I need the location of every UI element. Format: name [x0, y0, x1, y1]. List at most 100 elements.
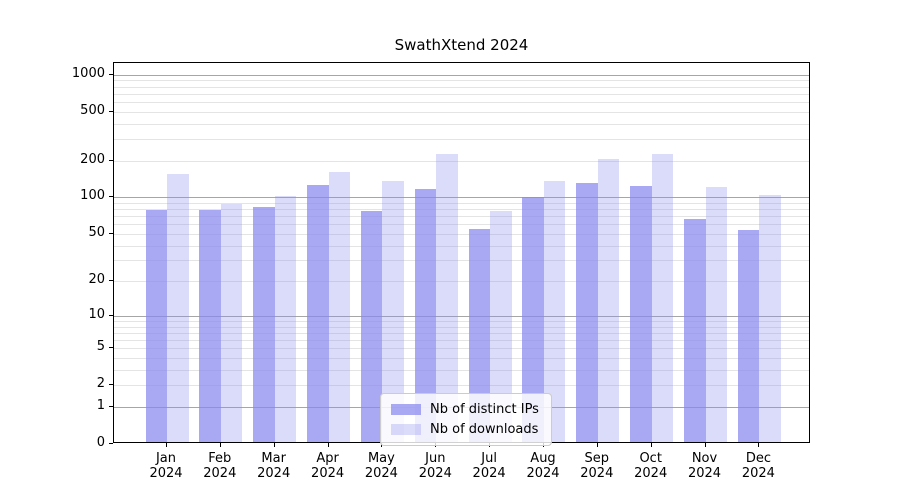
legend-swatch-downloads	[391, 423, 421, 435]
x-tick-month-nov: Nov	[691, 451, 718, 466]
gridline-minor-70	[114, 216, 809, 218]
x-tick-label-jan: Jan 2024	[134, 451, 198, 481]
x-tick-label-apr: Apr 2024	[296, 451, 360, 481]
x-tick-month-jul: Jul	[481, 451, 497, 466]
x-tick-year-nov: 2024	[687, 466, 722, 481]
bar-downloads-oct	[651, 154, 674, 442]
x-tick-label-mar: Mar 2024	[242, 451, 306, 481]
bar-distinct-ips-jan	[145, 209, 167, 442]
legend-item-downloads: Nb of downloads	[391, 419, 539, 439]
gridline-minor-50	[114, 233, 809, 235]
bar-downloads-mar	[274, 195, 297, 442]
gridline-minor-5	[114, 348, 809, 350]
x-tick-year-mar: 2024	[257, 466, 291, 481]
x-tick-year-oct: 2024	[634, 466, 668, 481]
x-tick-month-mar: Mar	[261, 451, 286, 466]
bar-downloads-aug	[543, 181, 566, 442]
x-tick-month-jun: Jun	[425, 451, 446, 466]
x-tick-label-sep: Sep 2024	[565, 451, 629, 481]
bar-distinct-ips-sep	[576, 183, 598, 442]
y-tick-mark-1	[109, 405, 113, 407]
gridline-minor-80	[114, 209, 809, 211]
y-tick-label-500: 500	[80, 102, 105, 118]
bar-distinct-ips-nov	[684, 218, 706, 442]
x-tick-month-jan: Jan	[155, 451, 177, 466]
gridline-minor-3	[114, 369, 809, 371]
bar-downloads-nov	[705, 187, 727, 442]
x-tick-label-dec: Dec 2024	[726, 451, 790, 481]
gridline-minor-800	[114, 86, 809, 88]
y-tick-mark-1000	[109, 73, 113, 75]
x-tick-year-sep: 2024	[580, 466, 614, 481]
gridline-major-100	[114, 197, 809, 199]
bar-downloads-jun	[436, 153, 458, 442]
gridline-minor-60	[114, 224, 809, 226]
gridline-minor-8	[114, 326, 809, 328]
x-tick-year-jul: 2024	[472, 466, 506, 481]
bar-downloads-may	[382, 180, 404, 442]
y-tick-mark-0	[109, 443, 113, 444]
y-tick-label-10: 10	[88, 306, 105, 322]
x-tick-month-feb: Feb	[208, 451, 232, 466]
x-tick-mark-apr	[327, 443, 329, 447]
x-tick-mark-nov	[704, 443, 706, 447]
chart-title: SwathXtend 2024	[394, 36, 529, 54]
y-tick-mark-20	[109, 280, 113, 282]
bar-downloads-jan	[167, 173, 189, 442]
bar-distinct-ips-aug	[522, 197, 544, 442]
x-tick-label-may: May 2024	[349, 451, 413, 481]
bar-distinct-ips-mar	[253, 207, 275, 442]
y-tick-label-0: 0	[96, 435, 105, 450]
y-tick-mark-2	[109, 384, 113, 386]
bar-downloads-apr	[328, 171, 351, 442]
y-tick-label-200: 200	[80, 151, 105, 167]
bar-distinct-ips-jul	[468, 228, 491, 442]
gridline-minor-20	[114, 281, 809, 283]
gridline-minor-700	[114, 93, 809, 95]
bar-downloads-sep	[597, 159, 620, 442]
y-tick-mark-100	[109, 196, 113, 198]
x-tick-label-aug: Aug 2024	[511, 451, 575, 481]
x-tick-mark-sep	[596, 443, 598, 447]
bar-downloads-jul	[490, 211, 512, 442]
y-tick-label-100: 100	[80, 188, 105, 204]
x-tick-mark-feb	[219, 443, 221, 447]
y-tick-mark-5	[109, 347, 113, 349]
x-tick-month-may: May	[367, 451, 395, 466]
legend-label-downloads: Nb of downloads	[430, 421, 539, 437]
gridline-minor-90	[114, 202, 809, 204]
bar-distinct-ips-oct	[630, 185, 652, 442]
y-tick-mark-50	[109, 232, 113, 234]
y-tick-label-1: 1	[96, 397, 105, 413]
x-tick-label-feb: Feb 2024	[188, 451, 252, 481]
x-tick-mark-jan	[166, 443, 167, 447]
x-tick-month-aug: Aug	[530, 451, 556, 466]
gridline-minor-40	[114, 245, 809, 247]
x-tick-year-aug: 2024	[526, 466, 560, 481]
x-tick-year-apr: 2024	[311, 466, 345, 481]
y-tick-label-5: 5	[96, 339, 105, 355]
legend-label-distinct-ips: Nb of distinct IPs	[430, 401, 539, 417]
bar-distinct-ips-jun	[414, 189, 437, 442]
bar-downloads-feb	[220, 203, 243, 442]
x-tick-year-feb: 2024	[203, 466, 237, 481]
gridline-minor-4	[114, 358, 809, 359]
x-tick-month-sep: Sep	[584, 451, 610, 466]
gridline-minor-600	[114, 101, 809, 103]
bar-downloads-dec	[759, 194, 781, 442]
x-tick-year-jun: 2024	[418, 466, 452, 481]
y-tick-label-50: 50	[88, 224, 105, 240]
y-tick-mark-500	[109, 110, 113, 112]
x-tick-year-may: 2024	[364, 466, 398, 481]
gridline-minor-30	[114, 260, 809, 262]
x-tick-mark-oct	[650, 443, 652, 447]
gridline-minor-200	[114, 160, 809, 162]
bar-distinct-ips-dec	[737, 229, 760, 442]
x-tick-year-dec: 2024	[741, 466, 775, 481]
gridline-minor-2	[114, 385, 809, 387]
x-tick-year-jan: 2024	[149, 466, 183, 481]
gridline-minor-500	[114, 111, 809, 113]
gridline-minor-6	[114, 340, 809, 341]
gridline-major-1000	[114, 74, 809, 76]
